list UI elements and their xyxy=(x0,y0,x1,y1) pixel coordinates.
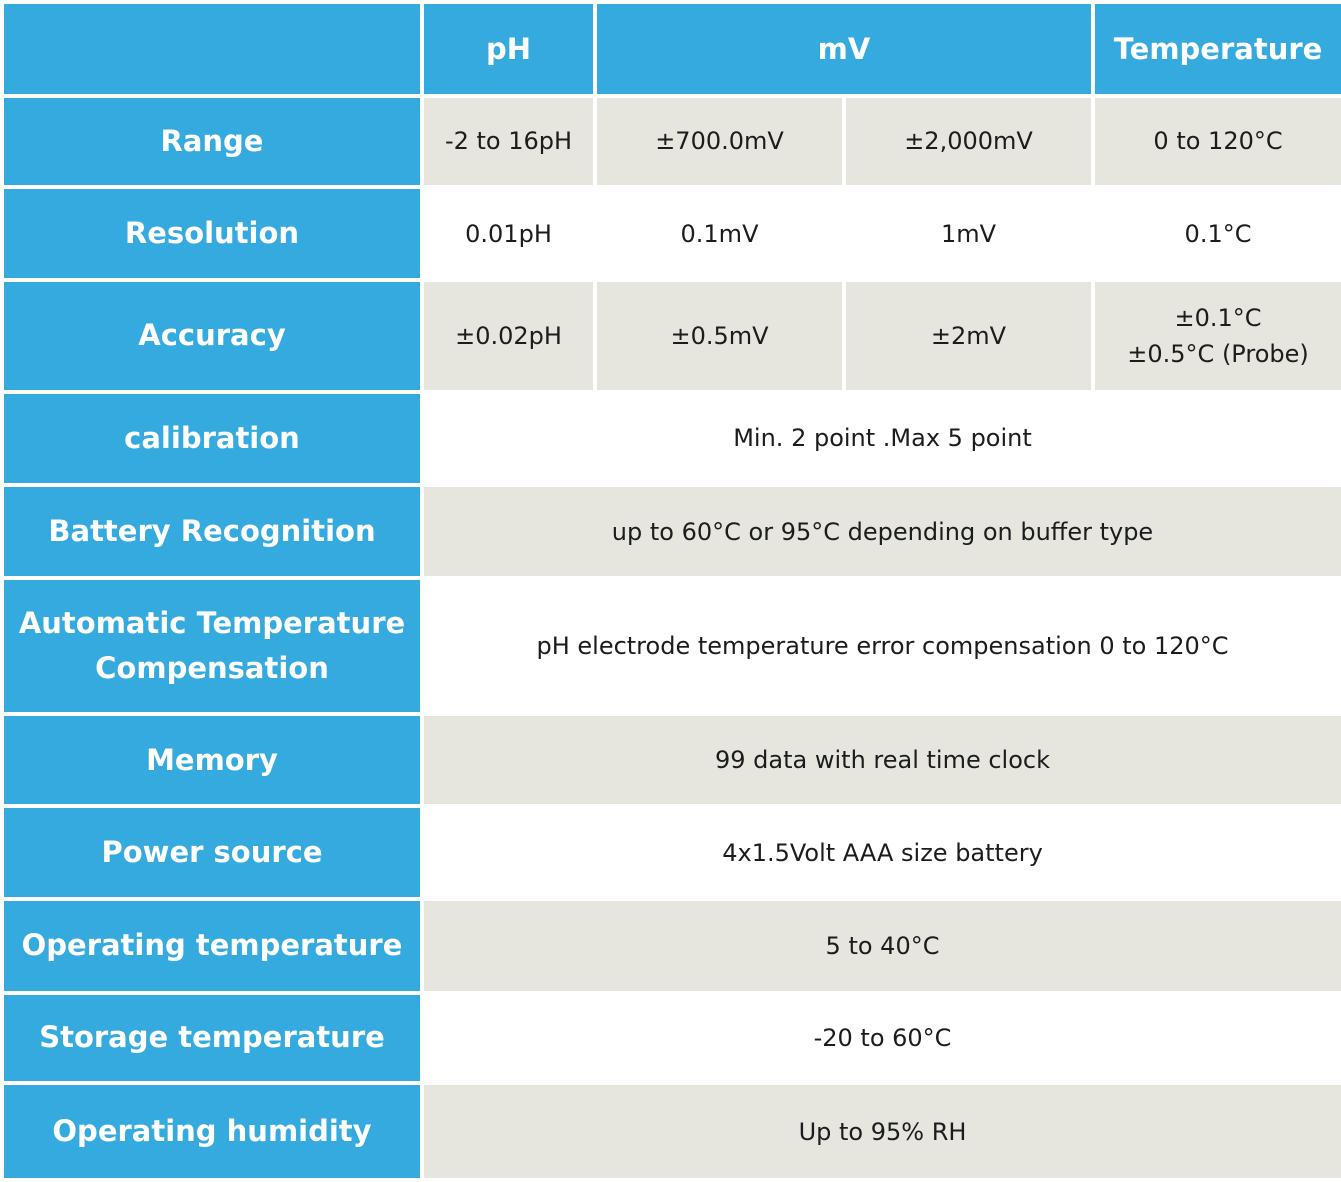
row-automatic-temperature-compensation: Automatic Temperature Compensation pH el… xyxy=(4,580,1341,712)
operating-humidity-value: Up to 95% RH xyxy=(424,1085,1341,1178)
accuracy-mv-wide-value: ±2mV xyxy=(846,282,1091,390)
range-mv-wide-value: ±2,000mV xyxy=(846,98,1091,186)
atc-value: pH electrode temperature error compensat… xyxy=(424,580,1341,712)
header-mv: mV xyxy=(597,4,1091,94)
row-label-accuracy: Accuracy xyxy=(4,282,420,390)
resolution-ph-value: 0.01pH xyxy=(424,189,593,278)
header-temperature: Temperature xyxy=(1095,4,1341,94)
range-ph-value: -2 to 16pH xyxy=(424,98,593,186)
accuracy-mv-value: ±0.5mV xyxy=(597,282,842,390)
accuracy-ph-value: ±0.02pH xyxy=(424,282,593,390)
calibration-value: Min. 2 point .Max 5 point xyxy=(424,394,1341,484)
header-row: pH mV Temperature xyxy=(4,4,1341,94)
header-corner-cell xyxy=(4,4,420,94)
row-label-memory: Memory xyxy=(4,716,420,805)
row-operating-humidity: Operating humidity Up to 95% RH xyxy=(4,1085,1341,1178)
row-label-operating-humidity: Operating humidity xyxy=(4,1085,420,1178)
row-label-atc-line2: Compensation xyxy=(4,646,420,691)
row-resolution: Resolution 0.01pH 0.1mV 1mV 0.1°C xyxy=(4,189,1341,278)
memory-value: 99 data with real time clock xyxy=(424,716,1341,805)
range-mv-value: ±700.0mV xyxy=(597,98,842,186)
resolution-mv-value: 0.1mV xyxy=(597,189,842,278)
row-power-source: Power source 4x1.5Volt AAA size battery xyxy=(4,808,1341,897)
row-label-range: Range xyxy=(4,98,420,186)
header-ph: pH xyxy=(424,4,593,94)
row-label-calibration: calibration xyxy=(4,394,420,484)
accuracy-probe-value: ±0.5°C (Probe) xyxy=(1095,336,1341,372)
row-operating-temperature: Operating temperature 5 to 40°C xyxy=(4,901,1341,991)
row-accuracy: Accuracy ±0.02pH ±0.5mV ±2mV ±0.1°C ±0.5… xyxy=(4,282,1341,390)
row-memory: Memory 99 data with real time clock xyxy=(4,716,1341,805)
row-label-resolution: Resolution xyxy=(4,189,420,278)
resolution-temperature-value: 0.1°C xyxy=(1095,189,1341,278)
row-battery-recognition: Battery Recognition up to 60°C or 95°C d… xyxy=(4,487,1341,576)
battery-recognition-value: up to 60°C or 95°C depending on buffer t… xyxy=(424,487,1341,576)
range-temperature-value: 0 to 120°C xyxy=(1095,98,1341,186)
operating-temperature-value: 5 to 40°C xyxy=(424,901,1341,991)
power-source-value: 4x1.5Volt AAA size battery xyxy=(424,808,1341,897)
resolution-mv-wide-value: 1mV xyxy=(846,189,1091,278)
row-range: Range -2 to 16pH ±700.0mV ±2,000mV 0 to … xyxy=(4,98,1341,186)
accuracy-temperature-cell: ±0.1°C ±0.5°C (Probe) xyxy=(1095,282,1341,390)
storage-temperature-value: -20 to 60°C xyxy=(424,995,1341,1082)
row-label-operating-temperature: Operating temperature xyxy=(4,901,420,991)
row-label-atc-line1: Automatic Temperature xyxy=(4,601,420,646)
row-label-battery-recognition: Battery Recognition xyxy=(4,487,420,576)
row-label-storage-temperature: Storage temperature xyxy=(4,995,420,1082)
row-storage-temperature: Storage temperature -20 to 60°C xyxy=(4,995,1341,1082)
row-calibration: calibration Min. 2 point .Max 5 point xyxy=(4,394,1341,484)
row-label-atc-cell: Automatic Temperature Compensation xyxy=(4,580,420,712)
row-label-power-source: Power source xyxy=(4,808,420,897)
accuracy-temperature-value: ±0.1°C xyxy=(1095,300,1341,336)
